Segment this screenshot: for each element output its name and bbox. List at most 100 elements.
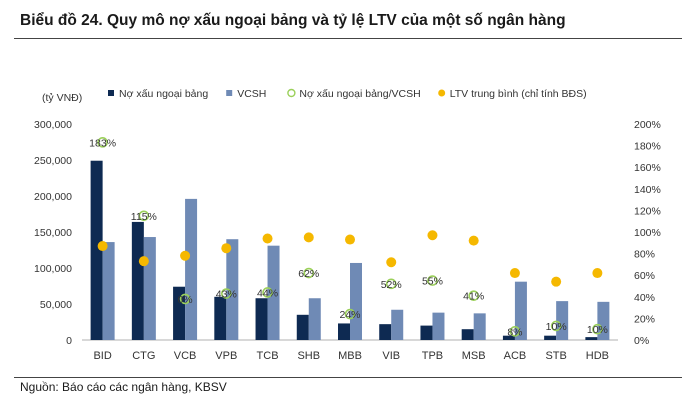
data-label-ratio: 8% xyxy=(507,326,522,338)
x-axis-tick-label: VIB xyxy=(382,350,400,362)
marker-ltv xyxy=(138,256,149,267)
y2-axis-tick-label: 40% xyxy=(634,292,655,304)
x-axis-tick-label: VCB xyxy=(174,350,197,362)
marker-ltv xyxy=(221,243,232,254)
data-label-ratio: 52% xyxy=(381,279,402,291)
marker-ratio xyxy=(97,137,108,148)
marker-ratio xyxy=(138,210,150,222)
y2-axis-tick-label: 100% xyxy=(634,227,661,239)
chart-title: Biểu đồ 24. Quy mô nợ xấu ngoại bảng và … xyxy=(20,12,566,29)
marker-ltv xyxy=(345,234,355,245)
bar-no-xau-ngoai-bang xyxy=(255,298,268,340)
bar-no-xau-ngoai-bang xyxy=(131,221,144,340)
y2-axis-tick-label: 120% xyxy=(634,205,661,217)
bar-no-xau-ngoai-bang xyxy=(461,329,474,340)
y-axis-tick-label: 150,000 xyxy=(34,227,72,239)
marker-ratio xyxy=(427,275,438,286)
bar-vcsh xyxy=(185,198,198,340)
marker-ratio xyxy=(385,278,397,290)
x-axis-tick-label: MBB xyxy=(338,350,362,362)
data-label-ratio: 55% xyxy=(422,276,443,288)
data-label-ratio: 41% xyxy=(463,291,484,303)
marker-ratio xyxy=(468,290,479,302)
data-label-ratio: 44% xyxy=(257,287,278,299)
data-label-ratio: 115% xyxy=(131,211,157,223)
bar-no-xau-ngoai-bang xyxy=(379,324,392,340)
marker-ratio xyxy=(262,287,273,298)
bar-vcsh xyxy=(226,239,239,340)
legend-label: VCSH xyxy=(237,88,266,100)
legend-swatch xyxy=(226,90,233,96)
y2-axis-tick-label: 180% xyxy=(634,141,661,153)
marker-ratio xyxy=(550,320,562,332)
y-axis-unit-label: (tỷ VNĐ) xyxy=(42,92,82,104)
bar-no-xau-ngoai-bang xyxy=(173,286,186,340)
y2-axis-tick-label: 160% xyxy=(634,162,661,174)
legend-label: Nợ xấu ngoại bảng xyxy=(119,88,208,100)
marker-ratio xyxy=(509,326,521,337)
y2-axis-tick-label: 0% xyxy=(634,335,649,347)
marker-ratio xyxy=(344,308,356,320)
y-axis-tick-label: 50,000 xyxy=(40,299,72,311)
x-axis-tick-label: CTG xyxy=(132,350,155,362)
x-axis-tick-label: MSB xyxy=(462,350,486,362)
legend-swatch xyxy=(108,90,114,96)
marker-ltv xyxy=(97,241,108,252)
bar-vcsh xyxy=(102,242,115,340)
bar-no-xau-ngoai-bang xyxy=(338,323,350,340)
x-axis-tick-label: BID xyxy=(93,350,111,362)
data-label-ratio: 24% xyxy=(339,309,360,321)
x-axis-tick-label: HDB xyxy=(586,350,609,362)
marker-ltv xyxy=(303,232,314,243)
bar-no-xau-ngoai-bang xyxy=(296,314,309,340)
x-axis-tick-label: SHB xyxy=(297,350,320,362)
marker-ltv xyxy=(386,257,397,268)
legend-swatch xyxy=(287,88,296,98)
marker-ltv xyxy=(262,233,273,244)
marker-ltv xyxy=(180,250,191,261)
marker-ltv xyxy=(427,230,438,241)
data-label-ratio: 10% xyxy=(587,324,608,336)
bar-no-xau-ngoai-bang xyxy=(502,335,515,340)
x-axis-tick-label: STB xyxy=(545,350,566,362)
y2-axis-tick-label: 140% xyxy=(634,184,661,196)
y-axis-tick-label: 250,000 xyxy=(34,155,72,167)
marker-ltv xyxy=(592,268,603,279)
y-axis-tick-label: 200,000 xyxy=(34,191,72,203)
y-axis-tick-label: 300,000 xyxy=(34,119,72,131)
bar-no-xau-ngoai-bang xyxy=(585,337,598,340)
bar-no-xau-ngoai-bang xyxy=(420,325,433,340)
y2-axis-tick-label: 200% xyxy=(634,119,661,131)
x-axis-tick-label: VPB xyxy=(215,350,237,362)
data-label-ratio: 43% xyxy=(216,289,237,301)
x-axis-tick-label: TCB xyxy=(257,350,279,362)
bar-vcsh xyxy=(597,301,610,340)
marker-ltv xyxy=(551,276,562,287)
marker-ratio xyxy=(303,267,315,279)
legend-label: Nợ xấu ngoại bảng/VCSH xyxy=(299,88,420,100)
data-label-ratio: 62% xyxy=(298,268,319,280)
bar-no-xau-ngoai-bang xyxy=(544,335,557,340)
y2-axis-tick-label: 60% xyxy=(634,270,655,282)
x-axis-tick-label: TPB xyxy=(422,350,443,362)
marker-ratio xyxy=(179,293,191,305)
title-divider xyxy=(14,38,682,39)
bar-vcsh xyxy=(308,298,321,340)
bar-vcsh xyxy=(391,309,404,340)
bar-vcsh xyxy=(350,262,362,340)
y-axis-tick-label: 0 xyxy=(66,335,72,347)
bar-vcsh xyxy=(267,245,280,340)
y-axis-tick-label: 100,000 xyxy=(34,263,72,275)
source-note: Nguồn: Báo cáo các ngân hàng, KBSV xyxy=(20,380,227,394)
bar-vcsh xyxy=(143,237,156,340)
marker-ratio xyxy=(221,288,232,299)
bar-no-xau-ngoai-bang xyxy=(90,160,103,340)
x-axis-tick-label: ACB xyxy=(504,350,527,362)
source-divider xyxy=(14,377,682,378)
y2-axis-tick-label: 80% xyxy=(634,249,655,261)
bar-no-xau-ngoai-bang xyxy=(214,296,227,340)
data-label-ratio: 10% xyxy=(546,321,567,333)
marker-ratio xyxy=(592,323,603,335)
